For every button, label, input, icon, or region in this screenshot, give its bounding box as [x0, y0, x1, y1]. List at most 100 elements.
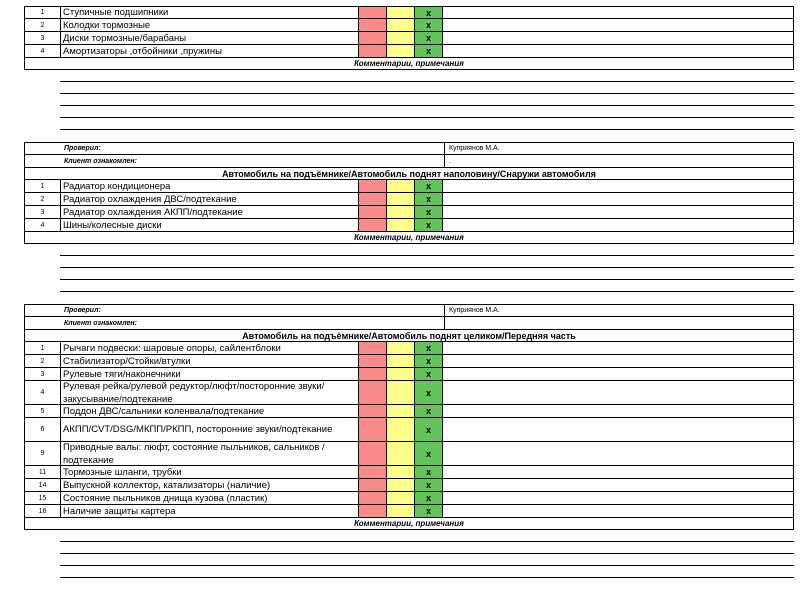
- status-yellow-cell[interactable]: [387, 355, 415, 367]
- item-name: Выпускной коллектор, катализаторы (налич…: [61, 479, 359, 491]
- status-green-cell[interactable]: x: [415, 180, 443, 192]
- status-red-cell[interactable]: [359, 405, 387, 417]
- row-number: 4: [25, 219, 61, 231]
- status-yellow-cell[interactable]: [387, 342, 415, 354]
- comment-line[interactable]: [60, 94, 794, 106]
- status-green-cell[interactable]: x: [415, 442, 443, 465]
- comment-line[interactable]: [60, 82, 794, 94]
- status-green-cell[interactable]: x: [415, 466, 443, 478]
- table-row: 2 Колодки тормозные x: [24, 19, 794, 32]
- status-yellow-cell[interactable]: [387, 505, 415, 517]
- status-red-cell[interactable]: [359, 193, 387, 205]
- row-number: 11: [25, 466, 61, 478]
- status-green-cell[interactable]: x: [415, 381, 443, 404]
- status-green-cell[interactable]: x: [415, 418, 443, 441]
- status-red-cell[interactable]: [359, 479, 387, 491]
- comment-line[interactable]: [60, 118, 794, 130]
- row-number: 2: [25, 355, 61, 367]
- comments-header: Комментарии, примечания: [24, 232, 794, 244]
- status-red-cell[interactable]: [359, 219, 387, 231]
- item-name: Ступичные подшипники: [61, 7, 359, 18]
- status-yellow-cell[interactable]: [387, 405, 415, 417]
- comment-line[interactable]: [60, 244, 794, 256]
- checked-by-value[interactable]: Куприянов М.А.: [449, 145, 500, 152]
- client-acknowledged-value[interactable]: .: [449, 157, 451, 165]
- status-red-cell[interactable]: [359, 381, 387, 404]
- comment-line[interactable]: [60, 268, 794, 280]
- status-yellow-cell[interactable]: [387, 19, 415, 31]
- comment-line[interactable]: [60, 280, 794, 292]
- status-red-cell[interactable]: [359, 505, 387, 517]
- status-red-cell[interactable]: [359, 342, 387, 354]
- item-name: Диски тормозные/барабаны: [61, 32, 359, 44]
- table-row: 1 Радиатор кондиционера x: [24, 180, 794, 193]
- status-yellow-cell[interactable]: [387, 418, 415, 441]
- status-green-cell[interactable]: x: [415, 492, 443, 504]
- client-acknowledged-label: Клиент ознакомлен:: [61, 317, 445, 329]
- status-green-cell[interactable]: x: [415, 193, 443, 205]
- status-red-cell[interactable]: [359, 206, 387, 218]
- table-row: 9 Приводные валы: люфт, состояние пыльни…: [24, 442, 794, 466]
- status-red-cell[interactable]: [359, 466, 387, 478]
- empty-cell: [443, 32, 793, 44]
- section-title: Автомобиль на подъёмнике/Автомобиль подн…: [24, 330, 794, 342]
- status-green-cell[interactable]: x: [415, 405, 443, 417]
- item-name: Тормозные шланги, трубки: [61, 466, 359, 478]
- status-red-cell[interactable]: [359, 492, 387, 504]
- row-number: 1: [25, 7, 61, 18]
- client-acknowledged-label: Клиент ознакомлен:: [61, 155, 445, 167]
- status-yellow-cell[interactable]: [387, 219, 415, 231]
- status-red-cell[interactable]: [359, 45, 387, 57]
- status-yellow-cell[interactable]: [387, 206, 415, 218]
- row-number: 5: [25, 405, 61, 417]
- status-yellow-cell[interactable]: [387, 32, 415, 44]
- status-red-cell[interactable]: [359, 355, 387, 367]
- comment-line[interactable]: [60, 566, 794, 578]
- comment-line[interactable]: [60, 256, 794, 268]
- comment-line[interactable]: [60, 70, 794, 82]
- row-number: 2: [25, 19, 61, 31]
- status-yellow-cell[interactable]: [387, 180, 415, 192]
- client-acknowledged-value[interactable]: [445, 317, 793, 329]
- status-green-cell[interactable]: x: [415, 368, 443, 380]
- empty-cell: [443, 505, 793, 517]
- status-green-cell[interactable]: x: [415, 342, 443, 354]
- comment-line[interactable]: [60, 106, 794, 118]
- empty-cell: [443, 180, 793, 192]
- status-green-cell[interactable]: x: [415, 45, 443, 57]
- row-number: 3: [25, 32, 61, 44]
- status-red-cell[interactable]: [359, 418, 387, 441]
- status-green-cell[interactable]: x: [415, 479, 443, 491]
- status-red-cell[interactable]: [359, 19, 387, 31]
- status-yellow-cell[interactable]: [387, 368, 415, 380]
- status-green-cell[interactable]: x: [415, 505, 443, 517]
- status-green-cell[interactable]: x: [415, 7, 443, 18]
- status-green-cell[interactable]: x: [415, 32, 443, 44]
- status-yellow-cell[interactable]: [387, 466, 415, 478]
- status-yellow-cell[interactable]: [387, 381, 415, 404]
- status-red-cell[interactable]: [359, 7, 387, 18]
- table-row: 4 Амортизаторы ,отбойники ,пружины x: [24, 45, 794, 58]
- status-red-cell[interactable]: [359, 368, 387, 380]
- status-green-cell[interactable]: x: [415, 219, 443, 231]
- status-yellow-cell[interactable]: [387, 7, 415, 18]
- comment-line[interactable]: [60, 542, 794, 554]
- status-green-cell[interactable]: x: [415, 19, 443, 31]
- table-row: 11 Тормозные шланги, трубки x: [24, 466, 794, 479]
- status-yellow-cell[interactable]: [387, 492, 415, 504]
- empty-cell: [443, 7, 793, 18]
- comment-line[interactable]: [60, 554, 794, 566]
- status-red-cell[interactable]: [359, 180, 387, 192]
- section-title: Автомобиль на подъёмнике/Автомобиль подн…: [24, 168, 794, 180]
- status-red-cell[interactable]: [359, 442, 387, 465]
- status-yellow-cell[interactable]: [387, 479, 415, 491]
- row-number: 16: [25, 505, 61, 517]
- status-red-cell[interactable]: [359, 32, 387, 44]
- status-green-cell[interactable]: x: [415, 355, 443, 367]
- status-yellow-cell[interactable]: [387, 45, 415, 57]
- status-green-cell[interactable]: x: [415, 206, 443, 218]
- status-yellow-cell[interactable]: [387, 442, 415, 465]
- checked-by-value[interactable]: Куприянов М.А.: [449, 307, 500, 314]
- comment-line[interactable]: [60, 530, 794, 542]
- status-yellow-cell[interactable]: [387, 193, 415, 205]
